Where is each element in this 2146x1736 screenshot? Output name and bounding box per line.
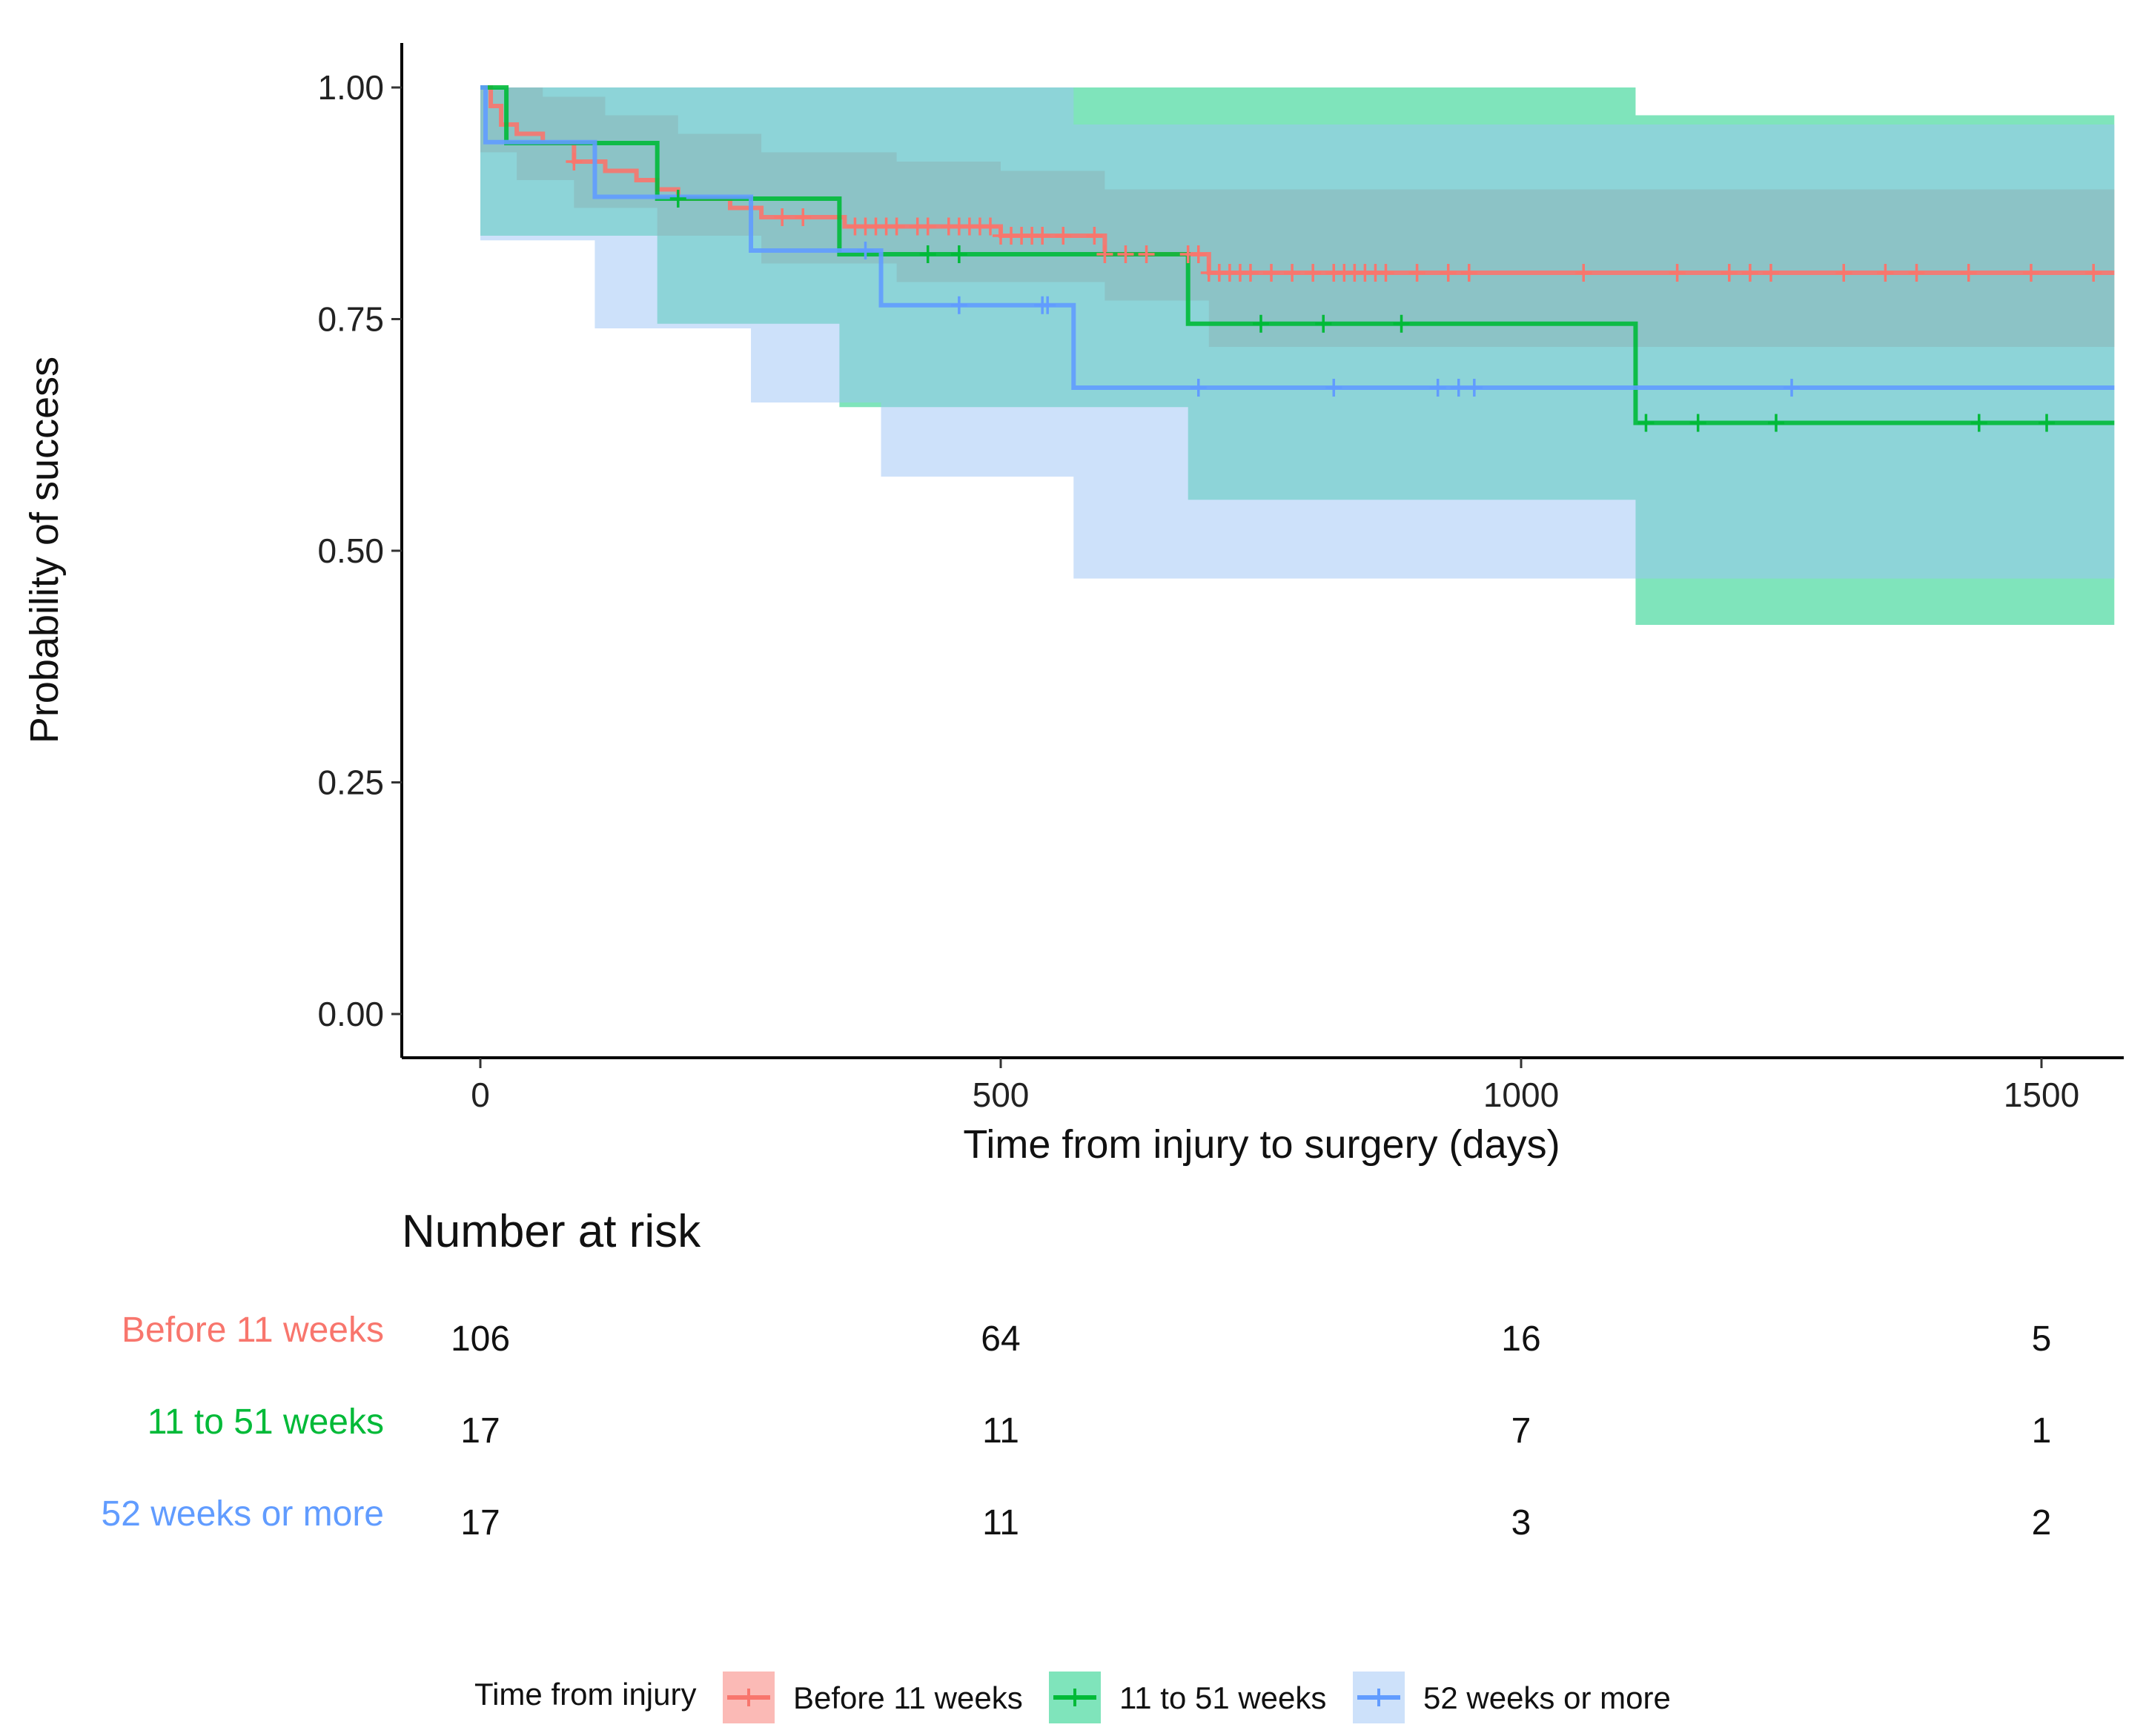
confidence-bands [480,87,2115,625]
x-tick-label: 500 [973,1076,1030,1114]
censor-mark [1315,314,1332,333]
risk-count: 17 [460,1503,500,1543]
y-tick-label: 0.50 [317,531,384,570]
censor-mark [1190,245,1207,263]
censor-mark [566,153,583,170]
censor-mark [888,217,905,236]
censor-mark [1377,264,1394,282]
x-axis-title: Time from injury to surgery (days) [963,1122,1560,1167]
censor-mark [1325,379,1342,397]
risk-count: 11 [982,1503,1019,1543]
risk-count: 106 [451,1319,510,1359]
censor-mark [1741,264,1758,282]
censor-mark [1263,264,1280,282]
ci-band-52-weeks-or-more [480,87,2115,579]
curve-11-to-51-weeks [480,85,2115,425]
x-tick-label: 1500 [2004,1076,2079,1114]
risk-count: 7 [1511,1411,1531,1451]
risk-row-label: 52 weeks or more [102,1494,385,1534]
censor-mark [1960,264,1977,282]
censor-mark [857,242,874,259]
censor-mark [774,208,791,226]
risk-table-title: Number at risk [402,1206,701,1257]
curve-52-weeks-or-more [480,85,2115,390]
y-tick-label: 0.00 [317,995,384,1033]
risk-count: 16 [1501,1319,1540,1359]
censor-mark [2039,414,2056,432]
censor-mark [950,296,967,314]
censor-mark [1835,264,1852,282]
axis-ticks: 0.00 0.25 0.50 0.75 1.00 0 500 1000 1500 [317,68,2079,1114]
censor-mark [1242,264,1259,282]
legend-label: 52 weeks or more [1423,1680,1671,1715]
censor-mark [1138,245,1155,263]
risk-count: 1 [2032,1411,2052,1451]
censor-mark [1440,264,1457,282]
legend-label: Before 11 weeks [793,1680,1023,1715]
censor-mark [1877,264,1894,282]
censor-mark [2085,264,2102,282]
censor-mark [1408,264,1425,282]
censor-mark [1721,264,1738,282]
censor-marks [566,153,2102,432]
censor-mark [1908,264,1925,282]
censor-mark [1429,379,1446,397]
risk-table: Number at risk Before 11 weeks 106 64 16 511… [102,1206,2052,1543]
censor-mark [950,245,967,263]
censor-mark [1305,264,1322,282]
censor-mark [1575,264,1592,282]
risk-count: 64 [981,1319,1020,1359]
censor-mark [919,217,936,236]
censor-mark [1460,264,1477,282]
censor-mark [1466,379,1483,397]
censor-mark [1096,245,1113,263]
y-tick-label: 0.25 [317,763,384,802]
censor-mark [1450,379,1467,397]
x-tick-label: 1000 [1483,1076,1559,1114]
censor-mark [981,217,999,236]
censor-mark [669,190,686,208]
censor-mark [1784,379,1801,397]
risk-count: 5 [2032,1319,2052,1359]
y-tick-label: 0.75 [317,300,384,339]
risk-count: 17 [460,1411,500,1451]
censor-mark [1767,414,1784,432]
censor-mark [1039,296,1056,314]
censor-mark [1190,379,1207,397]
censor-mark [1284,264,1301,282]
censor-mark [795,208,812,226]
censor-mark [919,245,936,263]
risk-row-label: Before 11 weeks [122,1311,384,1350]
censor-mark [1762,264,1779,282]
censor-mark [1970,414,1987,432]
risk-count: 2 [2032,1503,2052,1543]
censor-mark [1669,264,1686,282]
legend: Time from injury Before 11 weeks 11 to 51… [474,1672,1671,1723]
censor-mark [1689,414,1706,432]
legend-label: 11 to 51 weeks [1119,1680,1326,1715]
risk-count: 11 [982,1411,1019,1451]
censor-mark [1637,414,1655,432]
x-tick-label: 0 [471,1076,490,1114]
censor-mark [1117,245,1134,263]
y-tick-label: 1.00 [317,68,384,107]
censor-mark [1253,314,1269,333]
risk-row-label: 11 to 51 weeks [148,1402,384,1442]
censor-mark [1393,314,1410,333]
risk-count: 3 [1511,1503,1531,1543]
censor-mark [1086,227,1103,245]
censor-mark [2022,264,2039,282]
censor-mark [1055,227,1072,245]
y-axis-title: Probability of success [22,357,67,743]
censor-mark [1034,227,1051,245]
legend-title: Time from injury [474,1677,696,1712]
